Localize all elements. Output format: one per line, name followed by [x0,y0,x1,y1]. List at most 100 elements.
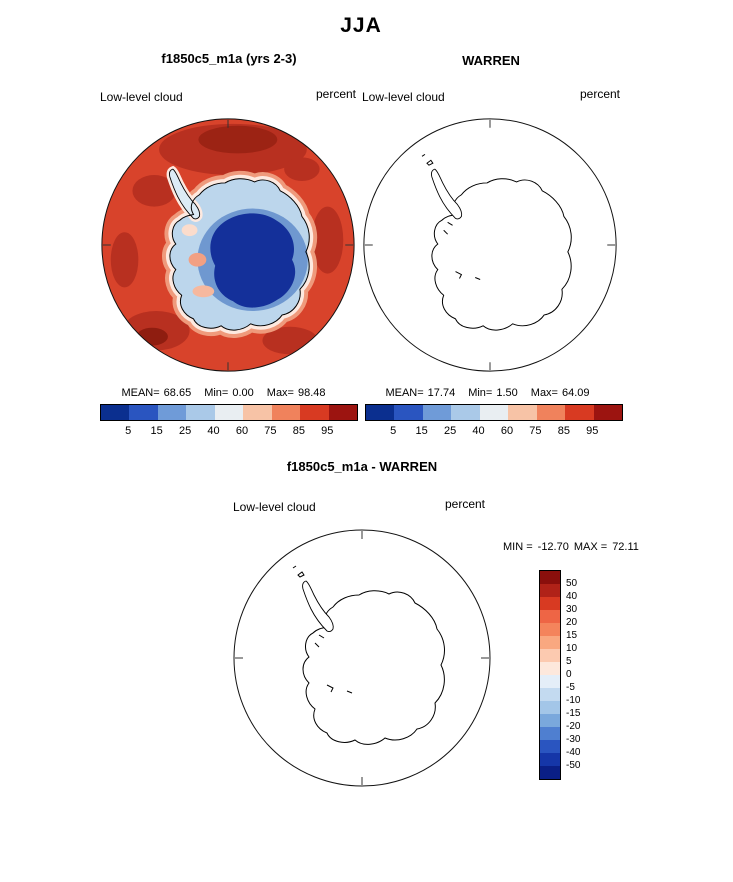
colorbar-segment [214,405,244,420]
colorbar-tick: -15 [566,708,581,719]
colorbar-tick: 15 [150,425,163,437]
diff-colorbar [539,570,561,780]
model-colorbar [100,404,358,421]
colorbar-segment [540,701,560,714]
diff-colorbar-ticks: 50 40 30 20 15 10 5 0 -5 -10 -15 -20 -30… [566,577,580,772]
obs-stats: MEAN= 17.74 Min= 1.50 Max= 64.09 [362,387,622,399]
colorbar-segment [101,405,130,420]
stat-max-label: Max= [266,387,294,399]
stat-min-label: Min= [468,387,493,399]
colorbar-segment [540,571,560,584]
stat-min-value: -12.70 [537,541,569,553]
obs-units-label: percent [579,87,620,101]
colorbar-tick: 25 [178,425,192,437]
colorbar-segment [540,688,560,701]
colorbar-tick: 25 [443,425,457,437]
colorbar-segment [593,405,622,420]
model-panel-heading: f1850c5_m1a (yrs 2-3) [161,51,297,66]
colorbar-tick: 15 [566,630,578,641]
colorbar-tick: 60 [500,425,514,437]
colorbar-tick: -30 [566,734,581,745]
colorbar-tick: 40 [566,591,578,602]
obs-colorbar-ticks: 5 15 25 40 60 75 85 95 [379,425,607,437]
colorbar-segment [186,405,215,420]
colorbar-tick: 85 [292,425,305,437]
colorbar-segment [540,584,560,597]
colorbar-segment [451,405,480,420]
diff-units-label: percent [444,497,485,511]
stat-max-value: 98.48 [298,387,326,399]
colorbar-segment [540,766,560,779]
colorbar-segment [540,740,560,753]
colorbar-segment [243,405,272,420]
diff-panel-heading: f1850c5_m1a - WARREN [286,459,438,474]
stat-mean-label: MEAN= [121,387,160,399]
stat-max-label: MAX = [573,541,608,553]
colorbar-tick: 40 [472,425,485,437]
stat-min-value: 1.50 [496,387,518,399]
colorbar-segment [540,610,560,623]
diff-polar-map [233,529,491,787]
colorbar-tick: 0 [566,669,572,680]
colorbar-segment [540,727,560,740]
model-colorbar-ticks: 5 15 25 40 60 75 85 95 [114,425,342,437]
stat-min-value: 0.00 [232,387,254,399]
map-boundary-circle [101,118,355,372]
colorbar-segment [540,623,560,636]
model-stats: MEAN= 68.65 Min= 0.00 Max= 98.48 [98,387,358,399]
colorbar-tick: 10 [566,643,578,654]
colorbar-segment [271,405,301,420]
colorbar-tick: 5 [566,656,572,667]
model-map-fill [101,118,355,372]
colorbar-tick: 75 [264,425,277,437]
obs-polar-map [363,118,617,372]
colorbar-tick: 50 [566,578,578,589]
map-boundary-circle [233,529,491,787]
stat-mean-value: 68.65 [163,387,192,399]
colorbar-tick: 95 [321,425,334,437]
colorbar-segment [540,753,560,766]
stat-mean-value: 17.74 [427,387,456,399]
colorbar-segment [422,405,452,420]
diff-positive-patch [241,585,248,598]
colorbar-tick: 75 [529,425,542,437]
obs-panel-heading: WARREN [462,53,520,68]
colorbar-tick: -50 [566,760,581,771]
map-boundary-circle [363,118,617,372]
colorbar-tick: 5 [390,425,397,437]
colorbar-segment [300,405,329,420]
interior-low-cloud-blob [210,213,296,308]
colorbar-tick: 40 [207,425,220,437]
colorbar-segment [540,649,560,662]
colorbar-segment [540,714,560,727]
colorbar-tick: 60 [235,425,249,437]
colorbar-segment [540,662,560,675]
colorbar-tick: 85 [557,425,570,437]
colorbar-segment [129,405,158,420]
colorbar-segment [157,405,187,420]
colorbar-tick: 15 [415,425,428,437]
colorbar-segment [479,405,509,420]
colorbar-segment [328,405,357,420]
stat-min-label: Min= [204,387,229,399]
colorbar-tick: 20 [566,617,578,628]
colorbar-tick: -40 [566,747,581,758]
colorbar-tick: 30 [566,604,578,615]
colorbar-segment [565,405,594,420]
colorbar-tick: 5 [125,425,132,437]
obs-variable-label: Low-level cloud [362,90,445,104]
model-units-label: percent [315,87,356,101]
colorbar-tick: -5 [566,682,575,693]
stat-max-value: 72.11 [612,541,639,553]
colorbar-segment [540,636,560,649]
obs-small-data-patch [368,180,373,188]
colorbar-segment [540,597,560,610]
obs-colorbar [365,404,623,421]
model-polar-map [101,118,355,372]
colorbar-segment [540,675,560,688]
stat-mean-label: MEAN= [385,387,424,399]
colorbar-tick: 95 [586,425,599,437]
colorbar-tick: -20 [566,721,581,732]
diff-minmax: MIN = -12.70 MAX = 72.11 [503,541,639,553]
figure-title: JJA [340,14,382,37]
